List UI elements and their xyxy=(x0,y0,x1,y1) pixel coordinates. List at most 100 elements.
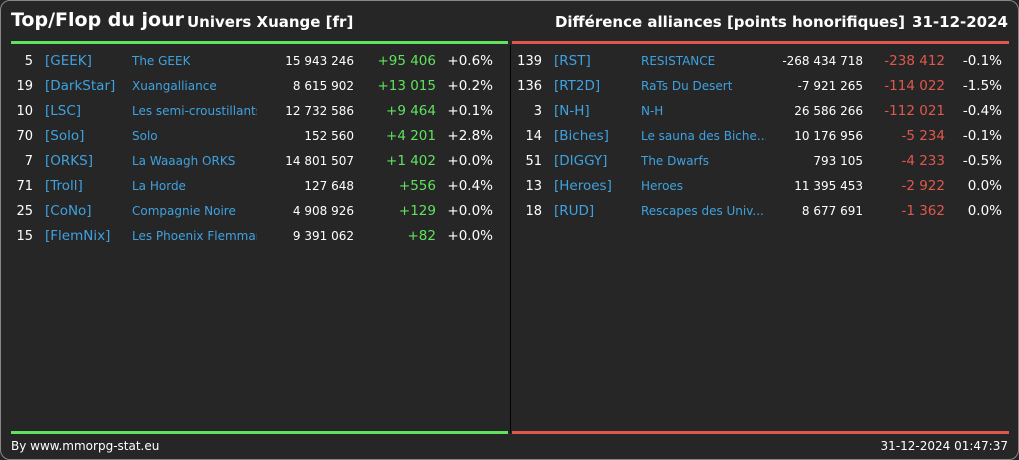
table-row: 71 [Troll] La Horde 127 648 +556 +0.4% xyxy=(5,174,505,199)
rank-cell: 51 xyxy=(525,154,542,169)
table-row: 15 [FlemNix] Les Phoenix Flemmards 9 391 06… xyxy=(5,224,505,249)
rank-cell: 5 xyxy=(24,54,33,69)
date-label: 31-12-2024 xyxy=(912,13,1008,31)
points-cell: 14 801 507 xyxy=(285,154,354,168)
difference-cell: -2 922 xyxy=(901,178,945,194)
top-header-bar xyxy=(11,41,508,44)
difference-cell: +1 402 xyxy=(386,153,436,169)
alliance-name-link[interactable]: Les Phoenix Flemmards xyxy=(132,229,257,243)
alliance-name-link[interactable]: Xuangalliance xyxy=(132,79,217,93)
alliance-name-link[interactable]: RESISTANCE xyxy=(641,54,716,68)
difference-cell: -112 021 xyxy=(884,103,945,119)
alliance-name-link[interactable]: Heroes xyxy=(641,179,684,193)
rank-cell: 13 xyxy=(525,179,542,194)
alliance-name-link[interactable]: La Horde xyxy=(132,179,186,193)
alliance-tag-link[interactable]: [RT2D] xyxy=(554,78,601,94)
percent-cell: +0.0% xyxy=(447,153,493,169)
points-cell: 12 732 586 xyxy=(285,104,354,118)
rank-cell: 3 xyxy=(533,104,542,119)
table-row: 139 [RST] RESISTANCE -268 434 718 -238 412 -0… xyxy=(514,49,1014,74)
points-cell: 26 586 266 xyxy=(794,104,863,118)
difference-cell: +82 xyxy=(407,228,437,244)
percent-cell: +2.8% xyxy=(447,128,493,144)
rank-cell: 139 xyxy=(517,54,542,69)
points-cell: 8 677 691 xyxy=(801,204,863,218)
alliance-tag-link[interactable]: [DarkStar] xyxy=(45,78,116,94)
percent-cell: +0.2% xyxy=(447,78,493,94)
points-cell: 4 908 926 xyxy=(292,204,354,218)
rank-cell: 7 xyxy=(24,154,33,169)
alliance-tag-link[interactable]: [CoNo] xyxy=(45,203,92,219)
percent-cell: 0.0% xyxy=(967,178,1002,194)
alliance-name-link[interactable]: Compagnie Noire xyxy=(132,204,236,218)
rank-cell: 70 xyxy=(16,129,33,144)
alliance-tag-link[interactable]: [Solo] xyxy=(45,128,85,144)
points-cell: 9 391 062 xyxy=(292,229,354,243)
table-row: 5 [GEEK] The GEEK 15 943 246 +95 406 +0.6% xyxy=(5,49,505,74)
rank-cell: 19 xyxy=(16,79,33,94)
table-row: 18 [RUD] Rescapes des Univ... 8 677 691 -1 3… xyxy=(514,199,1014,224)
alliance-name-link[interactable]: La Waaagh ORKS xyxy=(132,154,236,168)
table-row: 13 [Heroes] Heroes 11 395 453 -2 922 0.0% xyxy=(514,174,1014,199)
footer-timestamp: 31-12-2024 01:47:37 xyxy=(880,439,1008,453)
alliance-name-link[interactable]: N-H xyxy=(641,104,664,118)
alliance-tag-link[interactable]: [Heroes] xyxy=(554,178,612,194)
alliance-tag-link[interactable]: [DIGGY] xyxy=(554,153,608,169)
rank-cell: 71 xyxy=(16,179,33,194)
alliance-name-link[interactable]: RaTs Du Desert xyxy=(641,79,733,93)
percent-cell: +0.0% xyxy=(447,203,493,219)
metric-label: Différence alliances [points honorifique… xyxy=(554,13,905,31)
points-cell: 127 648 xyxy=(304,179,354,193)
alliance-name-link[interactable]: The Dwarfs xyxy=(641,154,709,168)
flop-footer-bar xyxy=(512,431,1009,434)
alliance-name-link[interactable]: Rescapes des Univ... xyxy=(641,204,764,218)
points-cell: 152 560 xyxy=(304,129,354,143)
rank-cell: 18 xyxy=(525,204,542,219)
alliance-tag-link[interactable]: [RST] xyxy=(554,53,591,69)
percent-cell: +0.4% xyxy=(447,178,493,194)
alliance-tag-link[interactable]: [Troll] xyxy=(45,178,83,194)
percent-cell: -0.1% xyxy=(962,128,1002,144)
flop-header-bar xyxy=(512,41,1009,44)
footer-credit: By www.mmorpg-stat.eu xyxy=(11,439,160,453)
alliance-name-link[interactable]: Le sauna des Biche... xyxy=(641,129,766,143)
points-cell: 793 105 xyxy=(813,154,863,168)
points-cell: -7 921 265 xyxy=(797,79,863,93)
alliance-tag-link[interactable]: [LSC] xyxy=(45,103,82,119)
alliance-name-link[interactable]: The GEEK xyxy=(132,54,191,68)
alliance-tag-link[interactable]: [Biches] xyxy=(554,128,609,144)
table-row: 25 [CoNo] Compagnie Noire 4 908 926 +129 +0.0… xyxy=(5,199,505,224)
difference-cell: +129 xyxy=(398,203,436,219)
points-cell: 15 943 246 xyxy=(285,54,354,68)
difference-cell: +4 201 xyxy=(386,128,436,144)
percent-cell: -0.5% xyxy=(962,153,1002,169)
points-cell: -268 434 718 xyxy=(782,54,863,68)
difference-cell: -238 412 xyxy=(884,53,945,69)
alliance-tag-link[interactable]: [N-H] xyxy=(554,103,590,119)
rank-cell: 10 xyxy=(16,104,33,119)
alliance-tag-link[interactable]: [RUD] xyxy=(554,203,595,219)
difference-cell: -1 362 xyxy=(901,203,945,219)
alliance-name-link[interactable]: Les semi-croustillants xyxy=(132,104,257,118)
points-cell: 10 176 956 xyxy=(794,129,863,143)
table-row: 19 [DarkStar] Xuangalliance 8 615 902 +13 01… xyxy=(5,74,505,99)
alliance-name-link[interactable]: Solo xyxy=(132,129,158,143)
difference-cell: -4 233 xyxy=(901,153,945,169)
percent-cell: -1.5% xyxy=(962,78,1002,94)
difference-cell: -114 022 xyxy=(884,78,945,94)
alliance-tag-link[interactable]: [ORKS] xyxy=(45,153,93,169)
page-title: Top/Flop du jour xyxy=(11,9,184,31)
percent-cell: +0.6% xyxy=(447,53,493,69)
rank-cell: 14 xyxy=(525,129,542,144)
universe-label: Univers Xuange [fr] xyxy=(187,13,354,31)
alliance-tag-link[interactable]: [FlemNix] xyxy=(45,228,111,244)
difference-cell: +556 xyxy=(398,178,436,194)
alliance-tag-link[interactable]: [GEEK] xyxy=(45,53,92,69)
percent-cell: -0.1% xyxy=(962,53,1002,69)
percent-cell: +0.0% xyxy=(447,228,493,244)
table-row: 51 [DIGGY] The Dwarfs 793 105 -4 233 -0.5% xyxy=(514,149,1014,174)
difference-cell: +9 464 xyxy=(386,103,436,119)
table-row: 10 [LSC] Les semi-croustillants 12 732 586 +… xyxy=(5,99,505,124)
points-cell: 8 615 902 xyxy=(292,79,354,93)
